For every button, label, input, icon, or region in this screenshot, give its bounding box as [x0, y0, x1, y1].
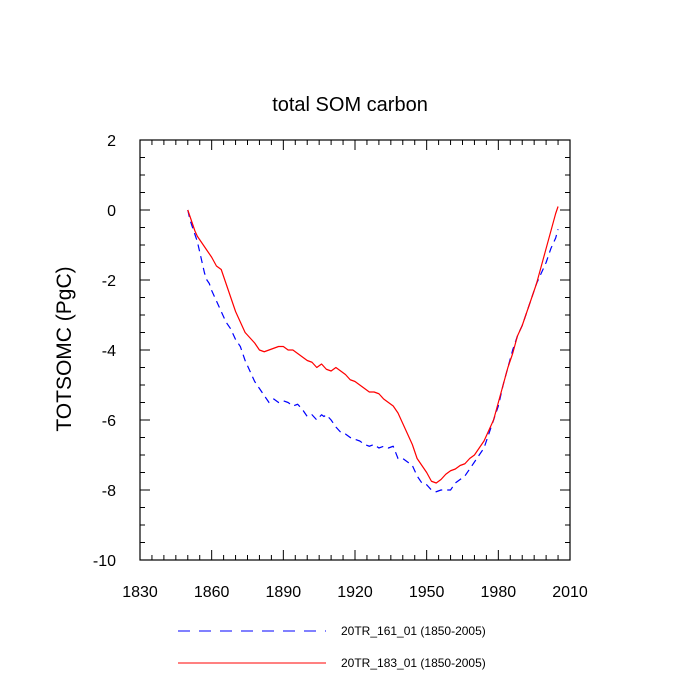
y-tick-label: 2: [107, 133, 116, 150]
axis-ticks: 1830 1860 1890 1920 1950 1980 2010 -10 -8 -6 -4 -2 0…: [93, 133, 588, 601]
y-tick-label: -2: [102, 273, 116, 290]
y-tick-label: -10: [93, 553, 116, 570]
legend: 20TR_161_01 (1850-2005) 20TR_183_01 (1850…: [178, 624, 486, 670]
series-layer: [187, 206, 559, 493]
x-tick-label: 1830: [122, 584, 158, 601]
x-tick-label: 2010: [552, 584, 588, 601]
legend-label-1: 20TR_161_01 (1850-2005): [341, 624, 486, 638]
x-tick-label: 1860: [194, 584, 230, 601]
x-tick-label: 1920: [337, 584, 373, 601]
legend-label-2: 20TR_183_01 (1850-2005): [341, 656, 486, 670]
y-tick-label: -6: [102, 413, 116, 430]
series-line-2: [187, 206, 559, 484]
x-tick-label: 1980: [481, 584, 517, 601]
series-line-1: [187, 209, 559, 493]
plot-frame: [139, 139, 571, 561]
x-tick-label: 1890: [266, 584, 302, 601]
y-tick-label: -8: [102, 483, 116, 500]
y-tick-label: 0: [107, 203, 116, 220]
y-tick-label: -4: [102, 343, 116, 360]
chart-title: total SOM carbon: [272, 94, 428, 116]
y-axis-label: TOTSOMC (PgC): [53, 266, 76, 431]
x-tick-label: 1950: [409, 584, 445, 601]
